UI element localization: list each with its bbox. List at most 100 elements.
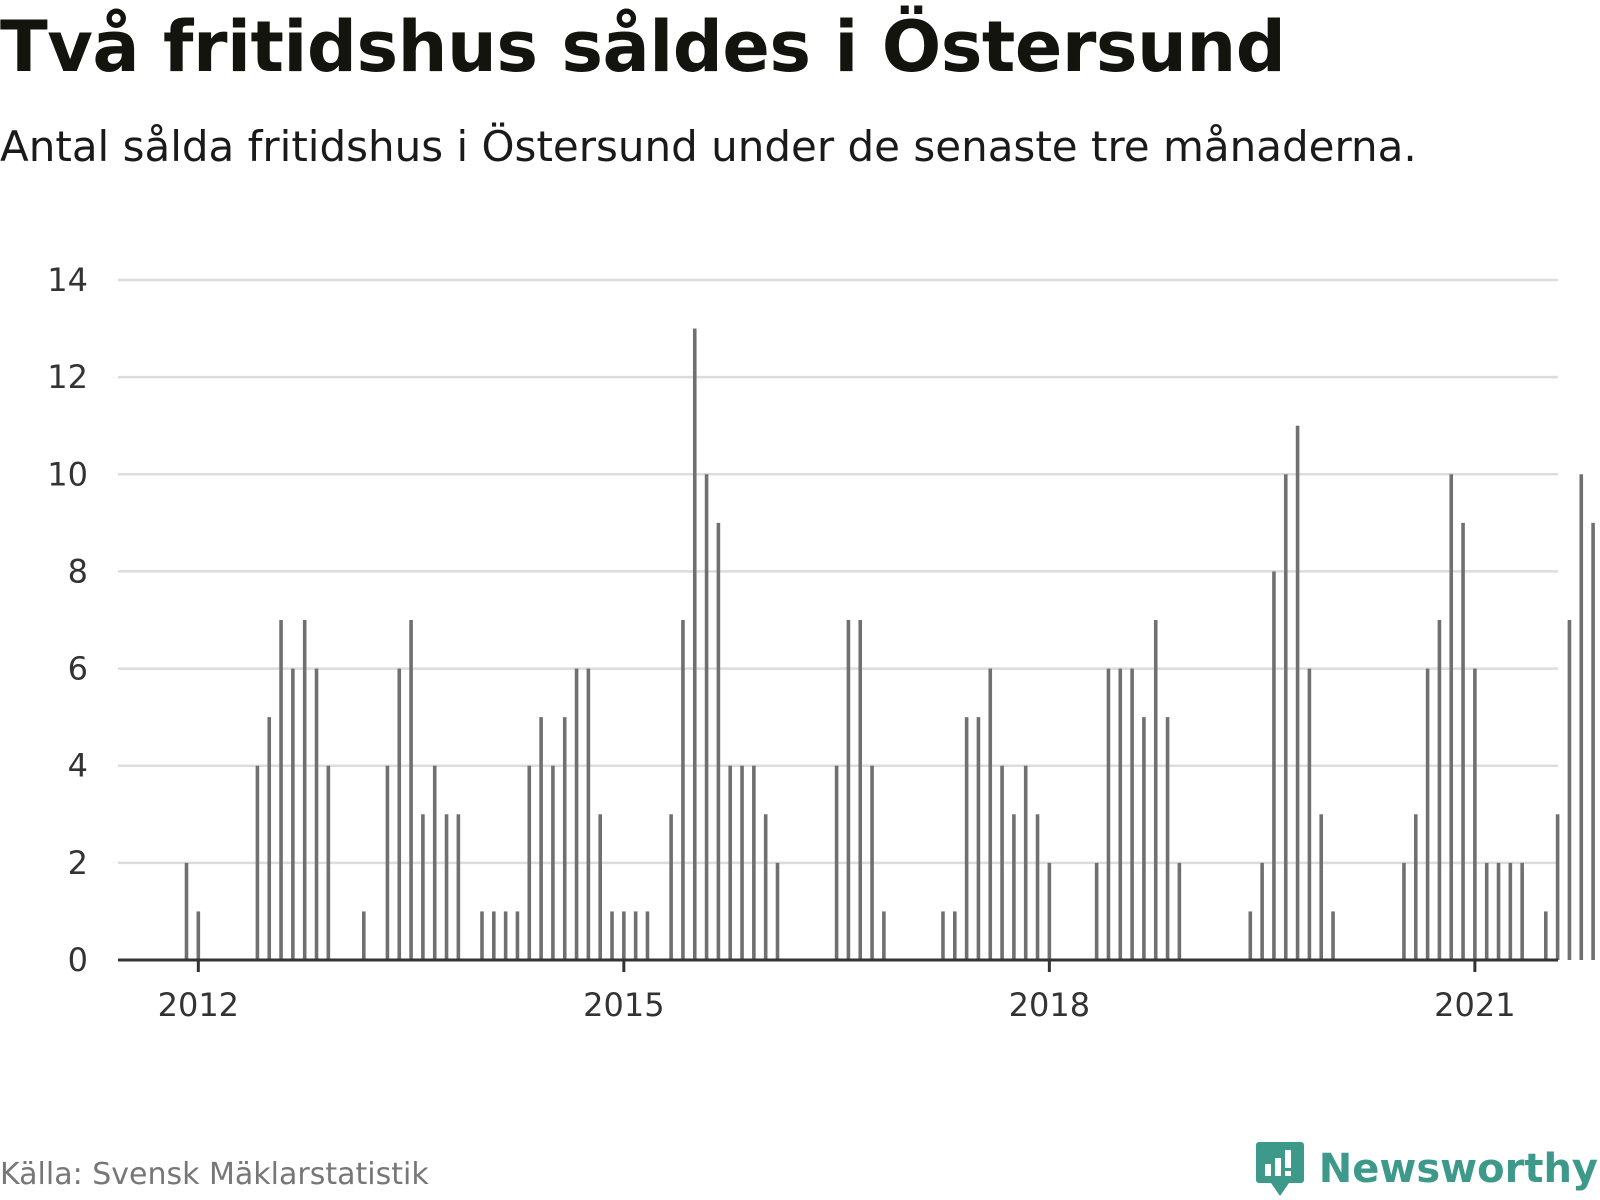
source-note: Källa: Svensk Mäklarstatistik	[0, 1157, 429, 1192]
bar	[1437, 620, 1442, 960]
bar	[397, 668, 402, 960]
bar	[1012, 814, 1016, 960]
bar	[409, 620, 413, 960]
bar	[539, 717, 543, 960]
bar	[1272, 571, 1276, 960]
bar	[302, 620, 307, 960]
bar	[1473, 668, 1477, 960]
bar	[503, 911, 508, 960]
brand-name: Newsworthy	[1318, 1146, 1598, 1192]
bar	[633, 911, 638, 960]
y-tick-label: 14	[47, 261, 88, 299]
bar	[314, 668, 319, 960]
bar	[1496, 862, 1501, 960]
bar	[586, 668, 591, 960]
bar	[1331, 911, 1335, 960]
bar	[1461, 522, 1465, 960]
bar	[669, 814, 673, 960]
bar	[1579, 474, 1584, 960]
bar	[1544, 911, 1548, 960]
bar	[1413, 814, 1418, 960]
bar	[362, 911, 366, 960]
bar	[704, 474, 709, 960]
bar	[964, 717, 969, 960]
gridlines	[118, 278, 1558, 865]
x-tick-label: 2012	[158, 986, 239, 1024]
bar	[681, 620, 685, 960]
bar	[622, 911, 626, 960]
bar	[385, 765, 390, 960]
bar	[1047, 862, 1052, 960]
bar	[196, 911, 201, 960]
bar	[941, 911, 945, 960]
bar	[1177, 862, 1182, 960]
x-tick-label: 2018	[1009, 986, 1090, 1024]
bar	[456, 814, 461, 960]
y-tick-label: 10	[47, 455, 88, 493]
bar	[1484, 862, 1489, 960]
bar	[610, 911, 614, 960]
bar	[716, 522, 721, 960]
bar	[1106, 668, 1111, 960]
bar	[1319, 814, 1324, 960]
bar	[752, 765, 756, 960]
bar	[1260, 862, 1264, 960]
bar	[1035, 814, 1040, 960]
bar	[1508, 862, 1513, 960]
y-tick-label: 4	[68, 747, 88, 785]
bar	[953, 911, 957, 960]
bar	[1130, 668, 1134, 960]
bar	[184, 862, 189, 960]
bar	[1449, 474, 1454, 960]
bar	[1591, 522, 1595, 960]
bar	[1000, 765, 1004, 960]
bar	[976, 717, 981, 960]
bar	[291, 668, 295, 960]
bar	[763, 814, 768, 960]
bar	[870, 765, 874, 960]
x-tick-label: 2021	[1434, 986, 1515, 1024]
bar	[1402, 862, 1406, 960]
newsworthy-logo-icon	[1255, 1142, 1304, 1196]
bar	[421, 814, 425, 960]
bar	[515, 911, 520, 960]
bar	[858, 620, 863, 960]
bar	[527, 765, 532, 960]
bar	[432, 765, 437, 960]
y-tick-label: 0	[68, 941, 88, 979]
brand: Newsworthy	[1255, 1140, 1598, 1198]
bar	[1567, 620, 1572, 960]
bar	[574, 668, 579, 960]
bar	[1248, 911, 1253, 960]
bar	[480, 911, 484, 960]
y-tick-label: 8	[68, 552, 88, 590]
bar	[834, 765, 839, 960]
bar	[1165, 717, 1170, 960]
bar	[255, 765, 260, 960]
y-tick-label: 6	[68, 650, 88, 688]
bar	[279, 620, 283, 960]
bar	[562, 717, 567, 960]
y-tick-labels: 0 2 4 6 8 10 12 14	[47, 261, 88, 979]
bar	[326, 765, 331, 960]
bar	[1425, 668, 1430, 960]
y-tick-label: 12	[47, 358, 88, 396]
bar	[1094, 862, 1099, 960]
bar	[1555, 814, 1560, 960]
x-tick-label: 2015	[583, 986, 664, 1024]
bar	[645, 911, 650, 960]
bar	[1295, 425, 1300, 961]
bar	[492, 911, 496, 960]
bar	[775, 862, 780, 960]
bars	[184, 328, 1595, 961]
bar	[692, 328, 697, 960]
bar	[1153, 620, 1158, 960]
bar	[444, 814, 449, 960]
bar	[740, 765, 744, 960]
bar	[551, 765, 555, 960]
bar	[1307, 668, 1312, 960]
y-tick-label: 2	[68, 844, 88, 882]
bar	[1283, 474, 1288, 960]
bar	[728, 765, 733, 960]
